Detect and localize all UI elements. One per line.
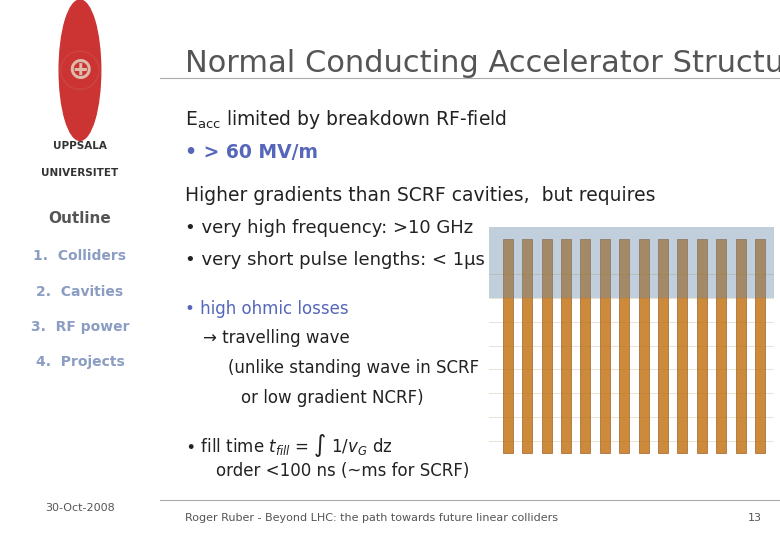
Text: Higher gradients than SCRF cavities,  but requires: Higher gradients than SCRF cavities, but…: [185, 186, 655, 205]
Text: • > 60 MV/m: • > 60 MV/m: [185, 143, 317, 162]
Text: UPPSALA: UPPSALA: [53, 141, 107, 151]
Bar: [523, 239, 532, 453]
Bar: [488, 227, 774, 298]
Text: 30-Oct-2008: 30-Oct-2008: [45, 503, 115, 512]
Bar: [736, 239, 746, 453]
Text: UNIVERSITET: UNIVERSITET: [41, 168, 119, 178]
Text: ⊕: ⊕: [67, 56, 93, 85]
Text: $\bullet$ fill time $t_{fill}$ = $\int$ 1/$v_G$ dz: $\bullet$ fill time $t_{fill}$ = $\int$ …: [185, 432, 392, 459]
Text: $\mathregular{E_{acc}}$ limited by breakdown RF-field: $\mathregular{E_{acc}}$ limited by break…: [185, 108, 507, 131]
Bar: [716, 239, 726, 453]
Text: → travelling wave: → travelling wave: [204, 329, 350, 347]
Bar: [561, 239, 571, 453]
Bar: [658, 239, 668, 453]
Text: (unlike standing wave in SCRF: (unlike standing wave in SCRF: [228, 359, 479, 377]
Text: • high ohmic losses: • high ohmic losses: [185, 300, 349, 318]
Bar: [755, 239, 765, 453]
Text: 2.  Cavities: 2. Cavities: [37, 285, 123, 299]
Text: • very short pulse lengths: < 1μs: • very short pulse lengths: < 1μs: [185, 251, 484, 269]
Text: Outline: Outline: [48, 211, 112, 226]
Bar: [600, 239, 610, 453]
Text: 1.  Colliders: 1. Colliders: [34, 249, 126, 264]
Bar: [580, 239, 590, 453]
Text: 3.  RF power: 3. RF power: [30, 320, 129, 334]
Text: Normal Conducting Accelerator Structures: Normal Conducting Accelerator Structures: [185, 49, 780, 78]
Text: 4.  Projects: 4. Projects: [36, 355, 124, 369]
Text: order <100 ns (~ms for SCRF): order <100 ns (~ms for SCRF): [216, 462, 469, 480]
Circle shape: [59, 0, 101, 140]
Bar: [639, 239, 649, 453]
Text: or low gradient NCRF): or low gradient NCRF): [240, 389, 423, 407]
Bar: [541, 239, 551, 453]
Text: Roger Ruber - Beyond LHC: the path towards future linear colliders: Roger Ruber - Beyond LHC: the path towar…: [185, 513, 558, 523]
Bar: [619, 239, 629, 453]
Bar: [677, 239, 687, 453]
Text: • very high frequency: >10 GHz: • very high frequency: >10 GHz: [185, 219, 473, 237]
Text: 13: 13: [747, 513, 761, 523]
Bar: [503, 239, 512, 453]
Bar: [697, 239, 707, 453]
